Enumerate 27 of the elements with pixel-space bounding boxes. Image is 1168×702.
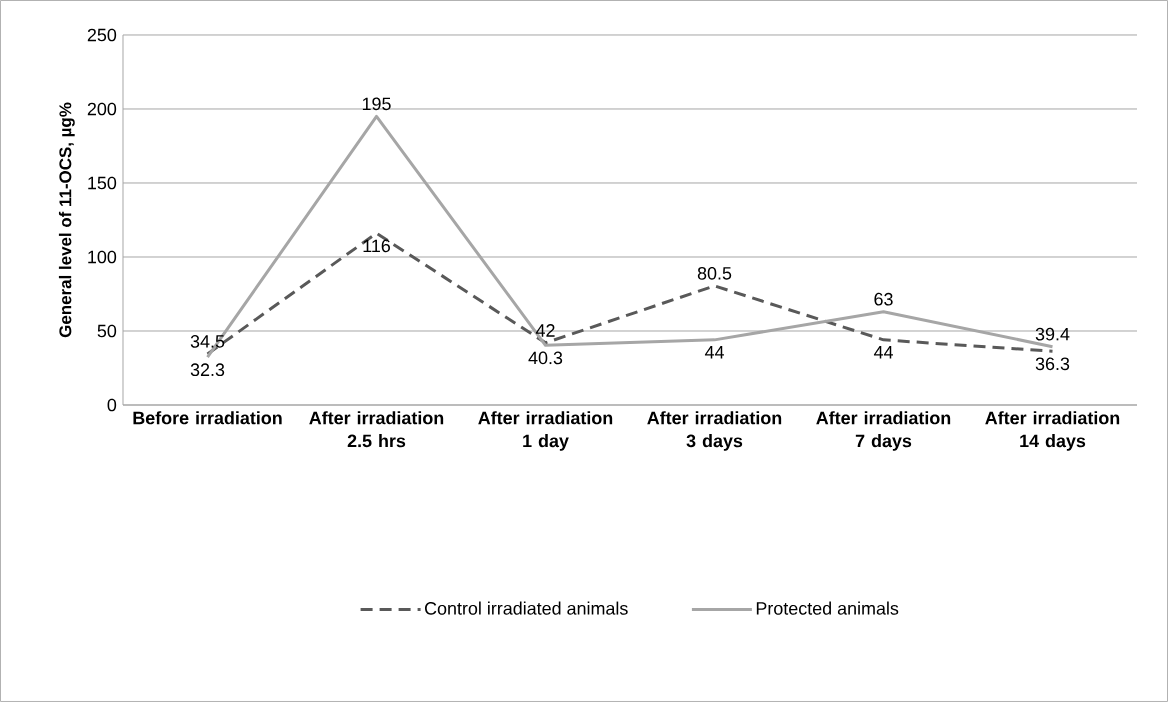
x-tick-label: After irradiation 14 days [985,411,1120,451]
data-label: 36.3 [1035,357,1070,371]
data-label: 32.3 [190,363,225,377]
y-axis-title: General level of 11-OCS, µg% [58,102,75,338]
data-label: 116 [363,239,391,253]
legend-label: Control irradiated animals [424,601,628,615]
data-label: 44 [873,346,893,359]
data-label: 195 [362,97,391,111]
data-label: 63 [874,292,893,306]
y-tick-label: 50 [97,324,117,338]
data-label: 39.4 [1035,327,1070,341]
x-tick-label: After irradiation 7 days [816,411,951,451]
legend-label: Protected animals [756,601,899,615]
data-label: 80.5 [697,266,732,280]
y-tick-label: 0 [107,398,117,412]
x-tick-label: After irradiation 3 days [647,411,782,451]
x-tick-label: After irradiation 1 day [478,411,613,451]
y-tick-label: 150 [88,176,117,190]
x-tick-label: Before irradiation [133,411,282,425]
data-label: 42 [535,324,555,337]
x-tick-label: After irradiation 2.5 hrs [309,411,444,448]
data-label: 34.5 [190,335,225,348]
y-tick-label: 200 [87,102,117,116]
data-label: 44 [704,346,724,359]
y-tick-label: 100 [88,250,117,264]
y-tick-label: 250 [87,28,117,42]
data-label: 40.3 [528,351,563,365]
